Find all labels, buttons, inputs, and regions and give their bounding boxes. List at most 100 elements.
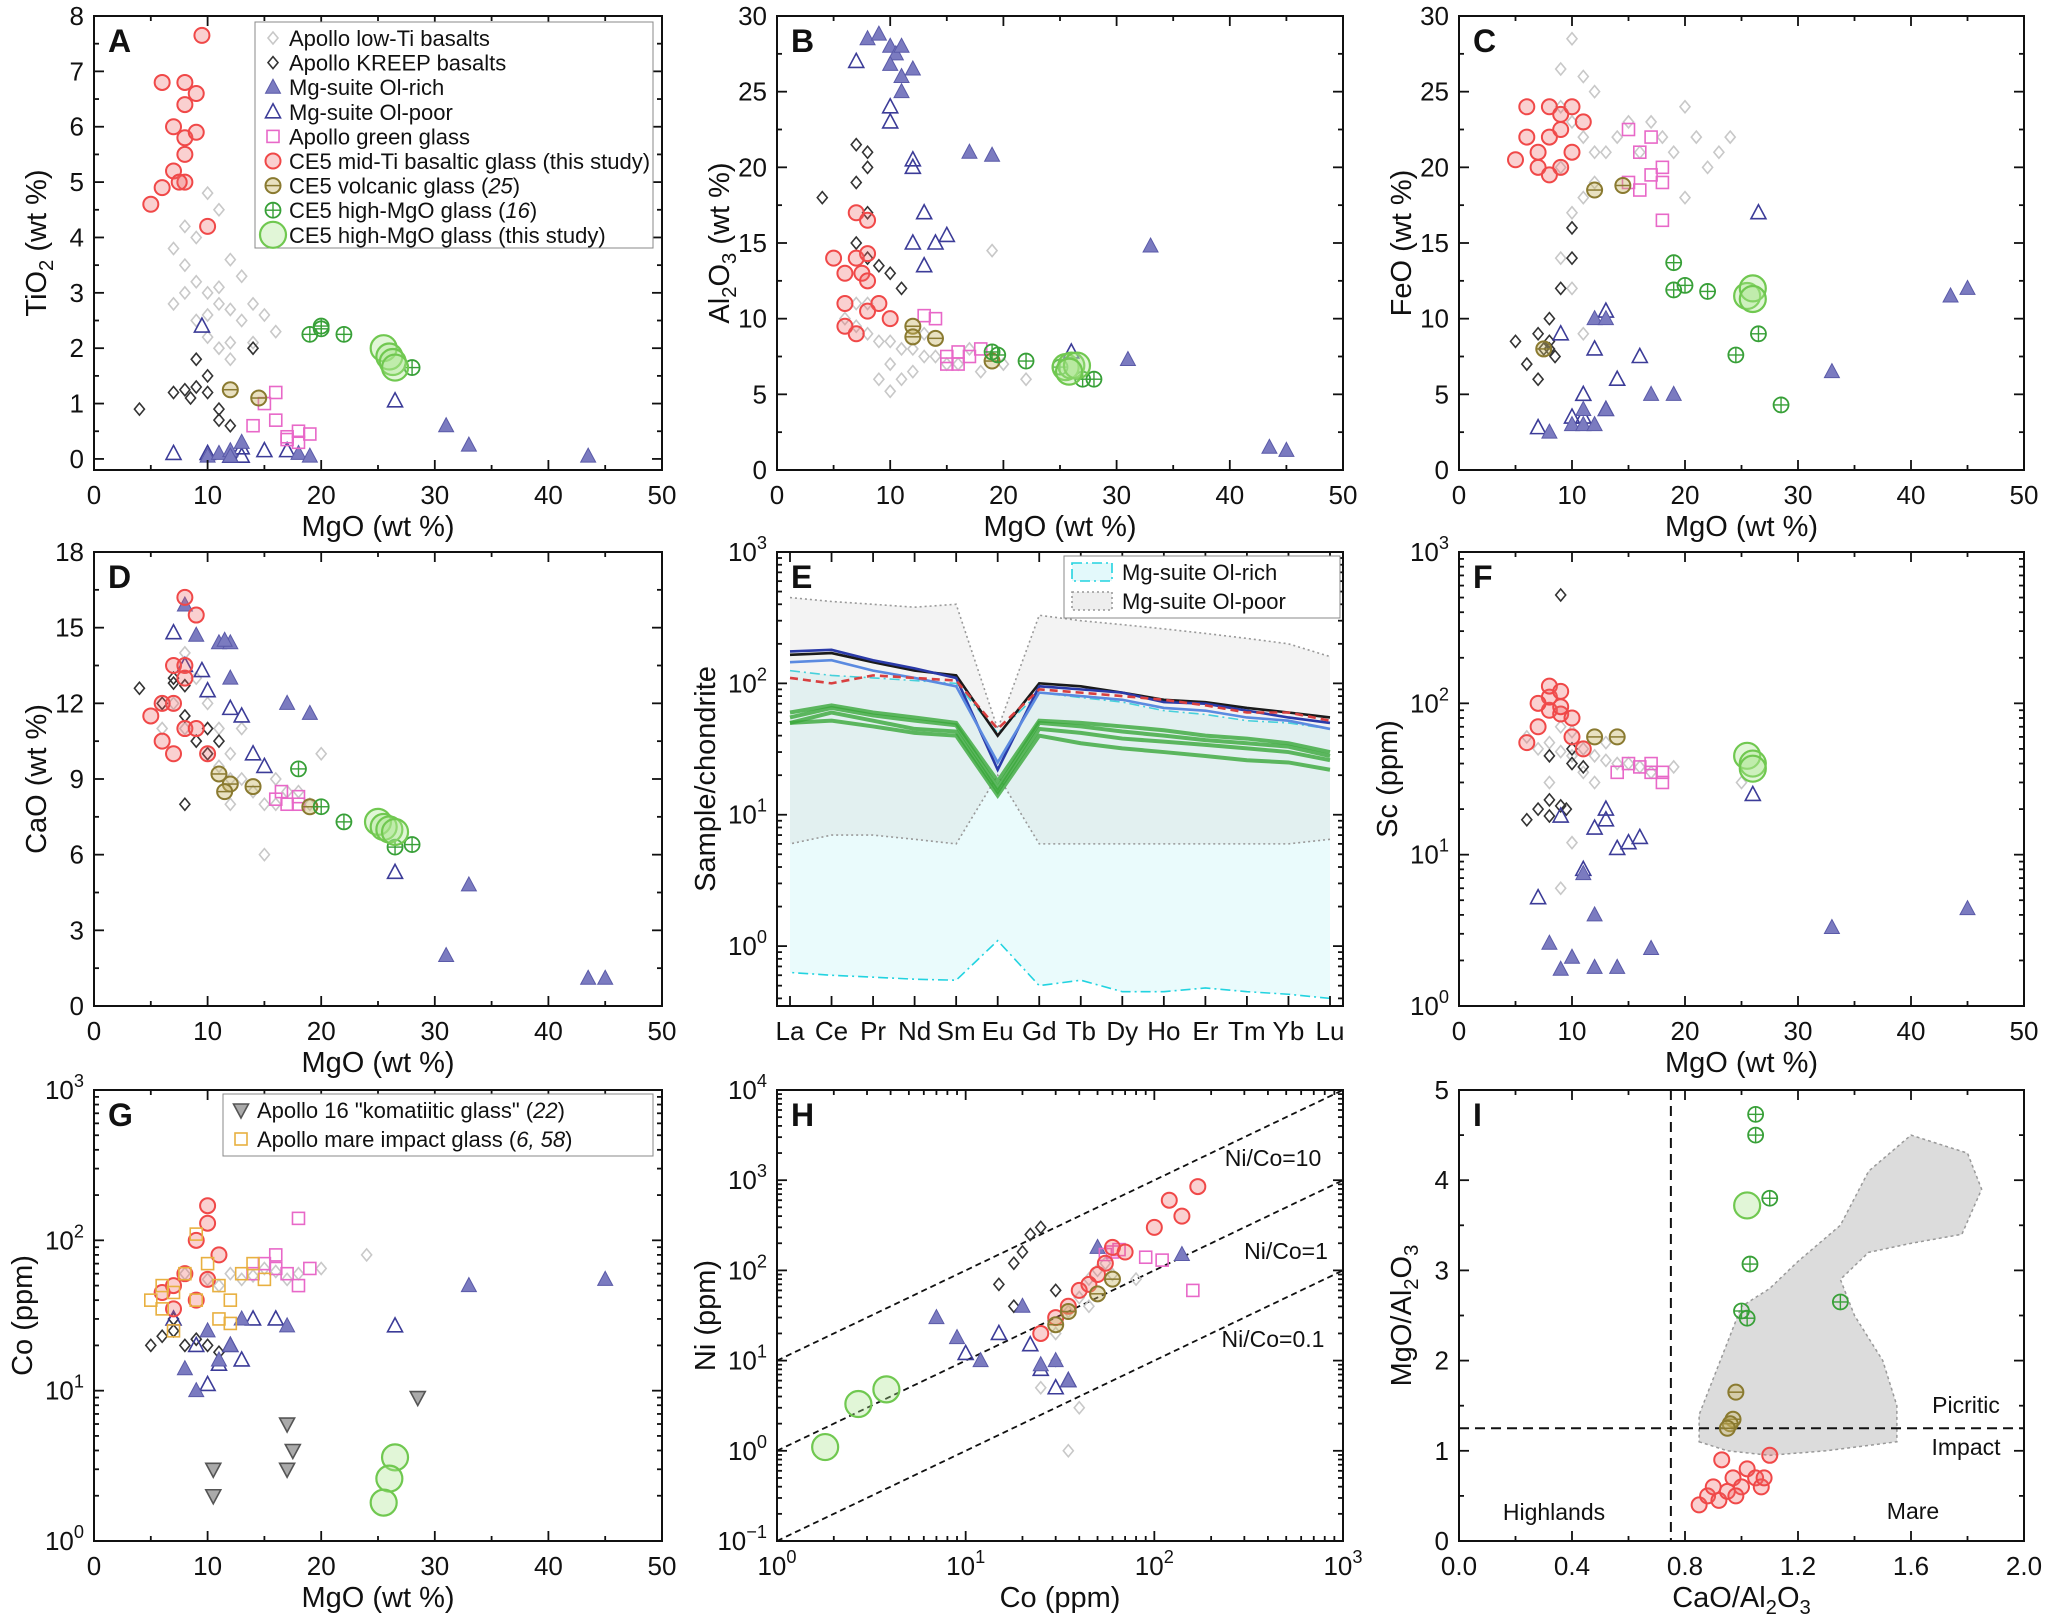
green-marker — [291, 797, 306, 812]
olRich-marker — [278, 1316, 296, 1333]
x-tick-label: 103 — [1323, 1547, 1362, 1581]
midTi-marker — [1755, 1469, 1773, 1487]
lowTi-marker — [269, 796, 282, 812]
lowTi-marker — [895, 371, 908, 387]
series-komatiite — [204, 1390, 427, 1506]
kreep-marker — [133, 680, 146, 696]
midTi-marker — [153, 73, 171, 91]
y-tick-label: 104 — [728, 1071, 767, 1105]
kreep-marker — [1543, 792, 1556, 808]
lowTi-marker — [906, 341, 919, 357]
plot-area — [816, 25, 1295, 457]
olRich-marker — [1142, 236, 1159, 253]
olPoor-marker — [1021, 1335, 1040, 1352]
x-axis-title: MgO (wt %) — [301, 1582, 454, 1614]
green-marker — [268, 1248, 283, 1262]
olPoor-marker — [232, 706, 251, 723]
y-tick-label: 0 — [1435, 1526, 1449, 1556]
kreep-marker — [1554, 798, 1567, 814]
legend-label: Mg-suite Ol-rich — [1122, 560, 1277, 585]
olPoor-marker — [904, 233, 922, 250]
y-tick-label: 25 — [1420, 77, 1449, 107]
lowTi-marker — [224, 1266, 237, 1281]
x-tick-label: 10 — [193, 1016, 222, 1046]
y-tick-label: 101 — [45, 1372, 84, 1406]
band-olRichBand — [790, 670, 1330, 999]
legend-entry: Apollo green glass — [266, 124, 470, 149]
y-tick-label: 5 — [1435, 1075, 1449, 1105]
region-label-picritic: Picritic — [1932, 1392, 2000, 1418]
high16-marker — [1747, 1126, 1765, 1144]
thisStudy-marker — [1733, 1191, 1762, 1220]
olRich-marker — [579, 969, 597, 985]
kreep-marker — [1543, 808, 1556, 824]
green-marker — [1610, 765, 1624, 780]
x-tick-label: 20 — [1671, 480, 1700, 510]
olRich-marker — [1563, 415, 1581, 432]
olRich-marker — [928, 1308, 945, 1325]
olRich-marker — [1665, 385, 1683, 401]
legend-label: Apollo green glass — [289, 124, 470, 149]
olRich-marker — [1278, 441, 1295, 457]
x-tick-label: 10 — [193, 1551, 222, 1581]
plot-frame — [776, 551, 1344, 1007]
midTi-marker — [165, 745, 183, 763]
lowTi-marker — [1633, 144, 1646, 160]
y-tick-label: 6 — [70, 840, 84, 870]
midTi-marker — [1518, 128, 1536, 146]
midTi-marker — [210, 1246, 228, 1264]
olPoor-marker — [1551, 806, 1570, 823]
midTi-marker — [199, 1214, 217, 1232]
mareImpact-marker — [257, 1272, 272, 1287]
panel-letter: B — [791, 23, 814, 59]
olRich-marker — [893, 67, 910, 84]
lowTi-marker — [1062, 1304, 1075, 1319]
lowTi-marker — [1130, 1271, 1143, 1287]
series-green — [246, 385, 317, 450]
lowTi-marker — [266, 30, 280, 46]
series-mareImpact — [144, 1227, 272, 1338]
midTi-marker — [1552, 121, 1570, 138]
green-marker — [1155, 1253, 1169, 1267]
midTi-marker — [187, 720, 205, 738]
series-midTi — [825, 204, 899, 343]
lowTi-marker — [212, 340, 226, 356]
y-tick-label: 15 — [55, 613, 84, 643]
plot-frame — [93, 551, 663, 1007]
legend-box — [254, 21, 654, 249]
midTi-marker — [1529, 718, 1547, 736]
panel-d: 0 10 20 30 40 50 0 3 6 9 12 15 18 MgO (wt %) CaO (wt %… — [21, 537, 676, 1079]
olPoor-marker — [244, 744, 262, 761]
thisStudy-marker — [375, 1464, 404, 1493]
panel-h: Ni/Co=10 Ni/Co=1 Ni/Co=0.1 100 101 102 103 10−1… — [690, 1071, 1363, 1614]
x-tick-label: 10 — [876, 480, 905, 510]
ratio-label: Ni/Co=0.1 — [1222, 1326, 1325, 1352]
legend-label: CE5 mid-Ti basaltic glass (this study) — [289, 149, 650, 174]
lowTi-marker — [190, 313, 203, 328]
midTi-marker — [199, 1197, 217, 1215]
legend-entry: Mg-suite Ol-rich — [264, 75, 444, 100]
band-lower-line — [789, 939, 1331, 1000]
thisStudy-marker — [369, 1488, 398, 1517]
kreep-marker — [178, 1338, 191, 1353]
kreep-marker — [144, 1338, 157, 1353]
olRich-marker — [1552, 960, 1570, 976]
olPoor-marker — [193, 316, 211, 333]
ree-line-2 — [789, 648, 1331, 773]
kreep-marker — [167, 1323, 180, 1339]
lowTi-marker — [178, 285, 191, 301]
panel-letter: G — [108, 1097, 133, 1133]
lowTi-marker — [1532, 741, 1545, 757]
kreep-marker — [1565, 756, 1579, 771]
y-tick-label: 1 — [1435, 1436, 1449, 1466]
x-tick-label: Tb — [1066, 1016, 1096, 1046]
y-tick-label: 20 — [1420, 152, 1449, 182]
lowTi-marker — [838, 311, 851, 326]
midTi-marker — [836, 295, 854, 313]
mareImpact-marker — [223, 1293, 238, 1307]
series-olPoor — [847, 51, 1081, 359]
x-tick-label: Dy — [1106, 1016, 1138, 1046]
midTi-marker — [825, 249, 843, 267]
panel-letter: H — [791, 1097, 814, 1133]
lowTi-marker — [1073, 1290, 1086, 1305]
